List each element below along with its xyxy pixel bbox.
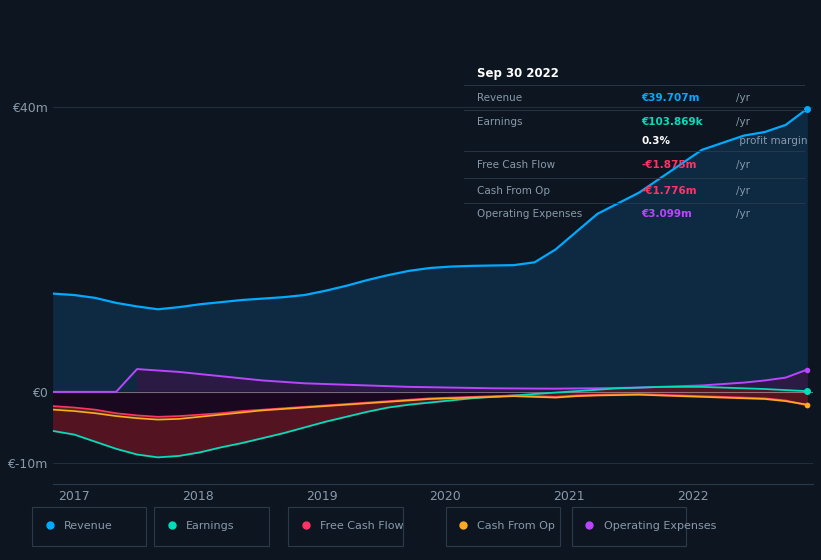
Text: /yr: /yr (736, 186, 750, 196)
Text: Revenue: Revenue (478, 94, 523, 104)
Text: /yr: /yr (736, 94, 750, 104)
Text: Earnings: Earnings (478, 116, 523, 127)
Text: -€1.875m: -€1.875m (641, 160, 696, 170)
Text: Free Cash Flow: Free Cash Flow (320, 521, 403, 531)
Text: Sep 30 2022: Sep 30 2022 (478, 67, 559, 80)
Text: Earnings: Earnings (186, 521, 234, 531)
Text: /yr: /yr (736, 209, 750, 219)
Text: /yr: /yr (736, 116, 750, 127)
Text: Cash From Op: Cash From Op (478, 186, 551, 196)
Text: €103.869k: €103.869k (641, 116, 703, 127)
Text: €3.099m: €3.099m (641, 209, 692, 219)
Text: Cash From Op: Cash From Op (478, 521, 555, 531)
Text: Operating Expenses: Operating Expenses (478, 209, 583, 219)
Text: profit margin: profit margin (736, 137, 808, 146)
Text: -€1.776m: -€1.776m (641, 186, 697, 196)
Text: €39.707m: €39.707m (641, 94, 699, 104)
Text: Operating Expenses: Operating Expenses (603, 521, 716, 531)
Text: /yr: /yr (736, 160, 750, 170)
Text: Free Cash Flow: Free Cash Flow (478, 160, 556, 170)
Text: Revenue: Revenue (64, 521, 112, 531)
Text: 0.3%: 0.3% (641, 137, 670, 146)
